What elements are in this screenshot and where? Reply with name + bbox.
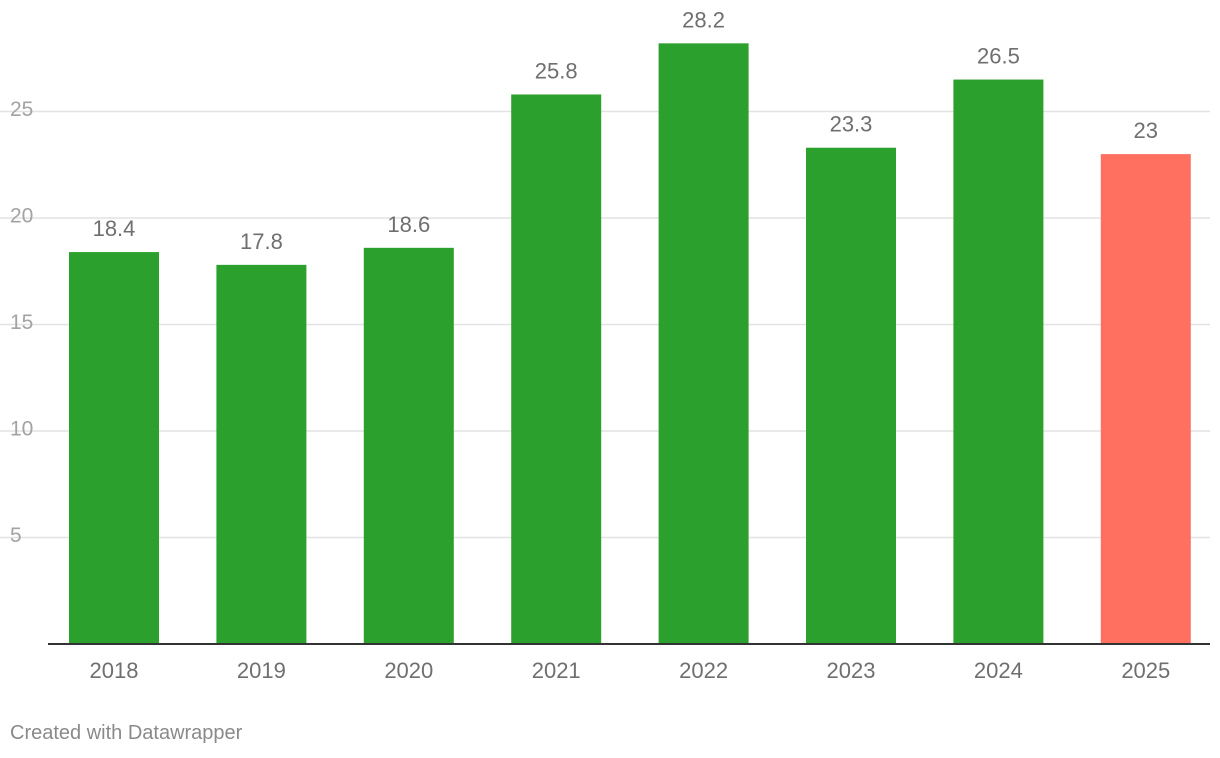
bar-2019[interactable]: [216, 264, 307, 644]
x-axis-ticks: 2018 2019 2020 2021 2022 2023 2024 2025: [90, 658, 1171, 683]
x-tick-label-2022: 2022: [679, 658, 728, 683]
y-axis-ticks: 5 10 15 20 25: [10, 98, 33, 547]
y-tick-label: 20: [10, 205, 33, 228]
y-tick-label: 10: [10, 418, 33, 441]
x-tick-label-2019: 2019: [237, 658, 286, 683]
bar-2023[interactable]: [806, 147, 896, 644]
value-label-2021: 25.8: [535, 58, 578, 83]
value-label-2022: 28.2: [682, 7, 725, 32]
value-label-2025: 23: [1134, 118, 1158, 143]
bar-2018[interactable]: [69, 252, 159, 644]
bar-2021[interactable]: [511, 94, 602, 644]
credit-text[interactable]: Created with Datawrapper: [10, 722, 243, 744]
value-label-2023: 23.3: [830, 112, 873, 137]
value-label-2019: 17.8: [240, 229, 283, 254]
y-tick-label: 5: [10, 524, 22, 547]
x-tick-label-2023: 2023: [827, 658, 876, 683]
x-tick-label-2020: 2020: [384, 658, 433, 683]
x-tick-label-2025: 2025: [1121, 658, 1170, 683]
x-tick-label-2018: 2018: [90, 658, 139, 683]
x-tick-label-2021: 2021: [532, 658, 581, 683]
x-tick-label-2024: 2024: [974, 658, 1023, 683]
bar-2020[interactable]: [363, 247, 454, 644]
y-tick-label: 25: [10, 98, 33, 121]
value-label-2018: 18.4: [93, 216, 136, 241]
bars: [69, 43, 1191, 645]
value-label-2024: 26.5: [977, 44, 1020, 69]
bar-2022[interactable]: [658, 43, 749, 644]
bar-2024[interactable]: [953, 79, 1044, 645]
bar-2025[interactable]: [1100, 154, 1191, 644]
value-label-2020: 18.6: [387, 212, 430, 237]
value-labels: 18.4 17.8 18.6 25.8 28.2 23.3 26.5 23: [93, 7, 1158, 254]
y-tick-label: 15: [10, 311, 33, 334]
